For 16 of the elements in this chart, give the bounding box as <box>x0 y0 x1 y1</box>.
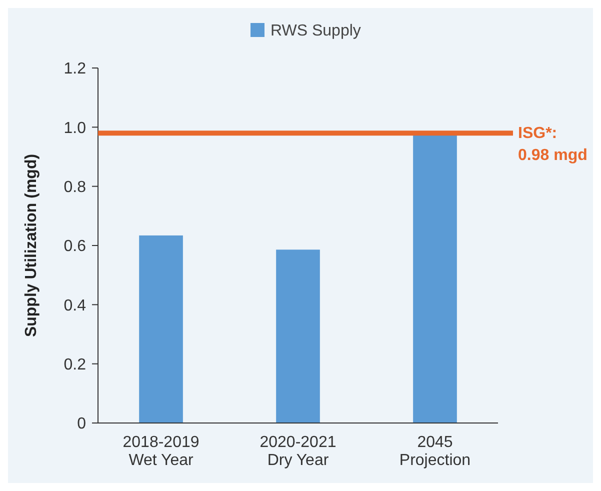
legend-label: RWS Supply <box>270 22 361 40</box>
bar <box>276 250 320 423</box>
x-tick-label: 2045 Projection <box>399 434 471 469</box>
y-tick-label: 0.8 <box>64 178 86 196</box>
y-tick-label: 0 <box>77 416 86 433</box>
y-tick-label: 1.2 <box>64 60 86 78</box>
y-tick-label: 1.0 <box>64 120 86 137</box>
bar <box>139 235 183 423</box>
x-tick-label: 2020-2021 Dry Year <box>260 434 336 469</box>
y-tick-label: 0.6 <box>64 238 86 256</box>
y-tick-label: 0.2 <box>64 356 86 374</box>
y-axis-title: Supply Utilization (mgd) <box>23 154 40 338</box>
bar <box>413 134 457 423</box>
ref-line-label: ISG*: 0.98 mgd <box>518 125 588 164</box>
x-tick-label: 2018-2019 Wet Year <box>122 434 200 469</box>
y-tick-label: 0.4 <box>64 297 86 314</box>
